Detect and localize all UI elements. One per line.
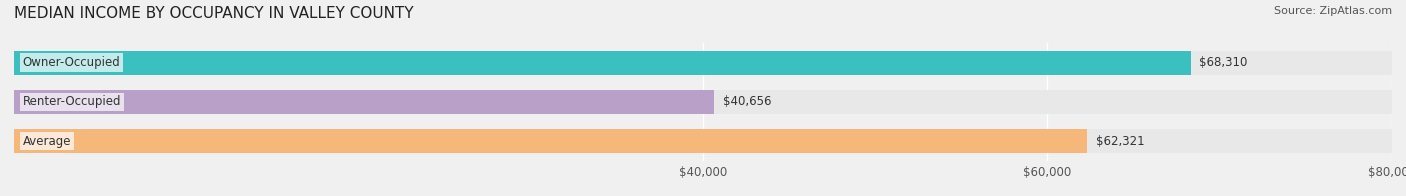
Text: MEDIAN INCOME BY OCCUPANCY IN VALLEY COUNTY: MEDIAN INCOME BY OCCUPANCY IN VALLEY COU… — [14, 6, 413, 21]
Text: Average: Average — [22, 135, 72, 148]
Text: Renter-Occupied: Renter-Occupied — [22, 95, 121, 108]
Bar — [14, 51, 1392, 75]
Text: Owner-Occupied: Owner-Occupied — [22, 56, 121, 69]
Text: $62,321: $62,321 — [1097, 135, 1144, 148]
Bar — [14, 51, 1191, 75]
Text: $40,656: $40,656 — [723, 95, 772, 108]
Bar — [14, 129, 1392, 153]
Bar — [14, 90, 1392, 114]
Bar — [14, 90, 714, 114]
Text: Source: ZipAtlas.com: Source: ZipAtlas.com — [1274, 6, 1392, 16]
Text: $68,310: $68,310 — [1199, 56, 1247, 69]
Bar — [14, 129, 1087, 153]
